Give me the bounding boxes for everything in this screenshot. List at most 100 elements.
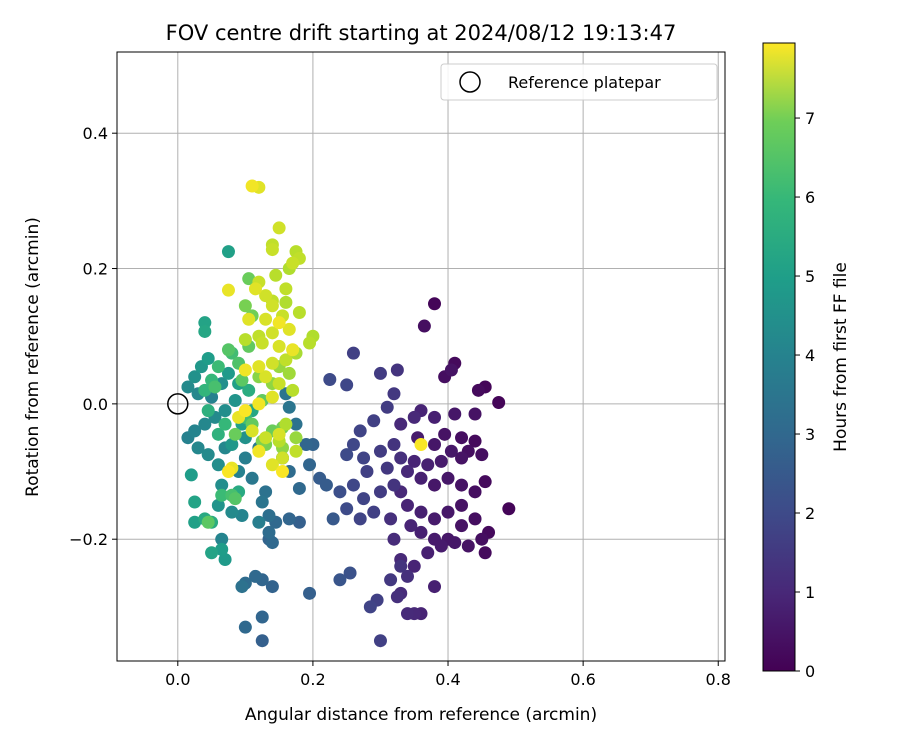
- scatter-point: [272, 427, 286, 441]
- scatter-point: [407, 559, 421, 573]
- scatter-point: [400, 465, 414, 479]
- scatter-point: [455, 498, 469, 512]
- scatter-point: [238, 404, 252, 418]
- scatter-point: [333, 573, 347, 587]
- scatter-point: [276, 451, 290, 465]
- scatter-point: [438, 427, 452, 441]
- scatter-point: [299, 437, 313, 451]
- scatter-point: [448, 407, 462, 421]
- scatter-point: [201, 404, 215, 418]
- scatter-point: [238, 451, 252, 465]
- scatter-point: [387, 532, 401, 546]
- scatter-point: [265, 458, 279, 472]
- scatter-point: [407, 410, 421, 424]
- scatter-point: [346, 437, 360, 451]
- scatter-point: [407, 454, 421, 468]
- scatter-point: [265, 326, 279, 340]
- scatter-point: [221, 283, 235, 297]
- scatter-point: [468, 485, 482, 499]
- scatter-point: [221, 245, 235, 259]
- scatter-point: [282, 366, 296, 380]
- scatter-point: [333, 485, 347, 499]
- scatter-point: [188, 495, 202, 509]
- x-tick-label: 0.6: [570, 670, 595, 689]
- scatter-point: [215, 488, 229, 502]
- scatter-point: [279, 353, 293, 367]
- scatter-point: [286, 383, 300, 397]
- scatter-point: [228, 427, 242, 441]
- scatter-point: [238, 299, 252, 313]
- x-axis-label: Angular distance from reference (arcmin): [245, 705, 597, 725]
- scatter-point: [265, 580, 279, 594]
- scatter-point: [286, 343, 300, 357]
- scatter-point: [455, 519, 469, 533]
- scatter-point: [218, 404, 232, 418]
- scatter-point: [390, 363, 404, 377]
- legend-box: [440, 63, 718, 101]
- scatter-point: [468, 434, 482, 448]
- scatter-point: [188, 424, 202, 438]
- scatter-point: [282, 512, 296, 526]
- x-tick-label: 0.8: [706, 670, 731, 689]
- scatter-point: [441, 505, 455, 519]
- scatter-point: [282, 322, 296, 336]
- scatter-point: [238, 363, 252, 377]
- scatter-point: [384, 573, 398, 587]
- colorbar-label: Hours from first FF file: [831, 262, 851, 452]
- colorbar-ticks: 0 1 2 3 4 5 6 7: [795, 109, 815, 681]
- scatter-point: [269, 268, 283, 282]
- scatter-point: [279, 295, 293, 309]
- scatter-point: [444, 444, 458, 458]
- scatter-point: [184, 468, 198, 482]
- y-tick-label: 0.4: [83, 124, 108, 143]
- scatter-point: [394, 559, 408, 573]
- scatter-point: [201, 448, 215, 462]
- x-axis: 0.0 0.2 0.4 0.6 0.8: [165, 661, 731, 689]
- scatter-point: [208, 380, 222, 394]
- scatter-point: [475, 532, 489, 546]
- scatter-point: [198, 417, 212, 431]
- scatter-point: [218, 553, 232, 566]
- scatter-point: [367, 414, 381, 428]
- scatter-point: [353, 512, 367, 526]
- colorbar-tick-label: 5: [805, 267, 815, 286]
- scatter-point: [248, 282, 262, 296]
- colorbar-tick-label: 0: [805, 662, 815, 681]
- scatter-point: [265, 299, 279, 313]
- scatter-point: [340, 378, 354, 392]
- colorbar-gradient: [762, 42, 796, 672]
- scatter-point: [340, 448, 354, 462]
- scatter-point: [286, 256, 300, 270]
- scatter-point: [292, 481, 306, 495]
- scatter-point: [400, 607, 414, 621]
- scatter-point: [255, 610, 269, 624]
- colorbar-tick-label: 1: [805, 583, 815, 602]
- scatter-point: [225, 437, 239, 451]
- scatter-point: [357, 451, 371, 465]
- scatter-point: [215, 542, 229, 556]
- scatter-point: [289, 431, 303, 445]
- scatter-point: [380, 400, 394, 414]
- scatter-point: [259, 485, 273, 499]
- scatter-point: [259, 370, 273, 384]
- scatter-point: [414, 525, 428, 539]
- colorbar-tick-label: 2: [805, 504, 815, 523]
- scatter-point: [211, 427, 225, 441]
- scatter-point: [434, 454, 448, 468]
- scatter-point: [444, 363, 458, 377]
- scatter-point: [242, 312, 256, 326]
- scatter-point: [272, 221, 286, 235]
- y-tick-label: −0.2: [69, 530, 108, 549]
- scatter-point: [373, 366, 387, 380]
- scatter-point: [384, 512, 398, 526]
- scatter-point: [292, 515, 306, 529]
- scatter-point: [282, 400, 296, 414]
- scatter-point: [221, 343, 235, 357]
- colorbar-tick-label: 3: [805, 425, 815, 444]
- scatter-point: [387, 478, 401, 492]
- reference-point: [167, 393, 189, 415]
- scatter-point: [259, 289, 273, 303]
- scatter-point: [279, 417, 293, 431]
- scatter-point: [191, 441, 205, 455]
